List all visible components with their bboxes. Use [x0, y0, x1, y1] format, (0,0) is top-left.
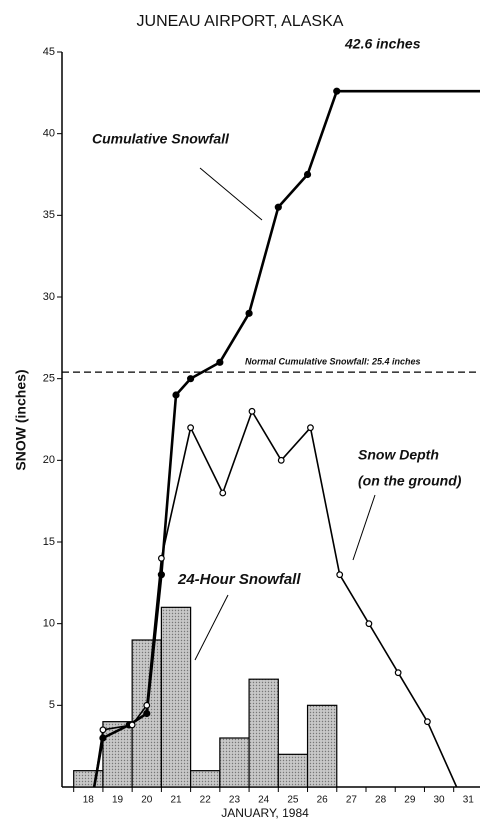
bar	[102, 721, 133, 788]
bar	[73, 770, 104, 788]
point	[157, 554, 165, 562]
point	[172, 391, 180, 399]
x-tick-label: 22	[200, 795, 212, 806]
y-tick-label: 5	[49, 699, 55, 711]
x-tick-label: 24	[258, 795, 270, 806]
bar	[248, 678, 279, 788]
x-tick-label: 28	[375, 795, 387, 806]
point	[219, 489, 227, 497]
leaders	[194, 167, 376, 661]
y-tick-label: 35	[43, 209, 55, 221]
y-tick-label: 30	[43, 291, 55, 303]
y-tick-label: 10	[43, 618, 55, 630]
point	[245, 309, 253, 317]
point	[99, 726, 107, 734]
y-tick-label: 20	[43, 454, 55, 466]
bar	[219, 737, 250, 788]
point	[423, 718, 431, 726]
reference-label: Normal Cumulative Snowfall: 25.4 inches	[245, 357, 421, 367]
annotation: 42.6 inches	[344, 36, 421, 52]
point	[187, 375, 195, 383]
bar	[277, 753, 309, 788]
bar	[190, 770, 221, 788]
point	[365, 620, 373, 628]
x-tick-label: 21	[170, 795, 182, 806]
annotation: (on the ground)	[358, 473, 462, 489]
point	[394, 669, 402, 677]
x-tick-label: 27	[346, 795, 358, 806]
y-axis-label: SNOW (inches)	[13, 369, 29, 470]
x-tick-label: 19	[112, 795, 124, 806]
bar	[306, 704, 338, 788]
y-tick-label: 25	[43, 373, 55, 385]
point	[277, 456, 285, 464]
x-tick-label: 23	[229, 795, 241, 806]
point	[274, 203, 282, 211]
point	[307, 424, 314, 432]
point	[303, 170, 312, 179]
x-tick-label: 29	[404, 795, 416, 806]
y-tick-label: 40	[43, 128, 55, 140]
annotation: Cumulative Snowfall	[92, 131, 230, 147]
x-tick-label: 18	[83, 795, 95, 806]
x-tick-label: 20	[141, 795, 153, 806]
x-tick-label: 31	[463, 795, 475, 806]
point	[128, 721, 136, 729]
x-tick-label: 30	[434, 795, 446, 806]
annotation: Snow Depth	[358, 447, 439, 463]
x-tick-label: 25	[287, 795, 299, 806]
point	[248, 407, 256, 415]
point	[187, 424, 195, 432]
y-tick-label: 45	[43, 46, 55, 58]
point	[216, 358, 224, 366]
point	[336, 571, 344, 579]
point	[143, 701, 151, 709]
point	[143, 709, 151, 718]
point	[333, 87, 341, 95]
chart-title: JUNEAU AIRPORT, ALASKA	[137, 13, 344, 30]
x-tick-label: 26	[317, 795, 329, 806]
annotation: 24-Hour Snowfall	[177, 571, 301, 588]
bar	[160, 606, 192, 788]
y-tick-label: 15	[43, 536, 55, 548]
x-axis-label: JANUARY, 1984	[221, 806, 309, 820]
